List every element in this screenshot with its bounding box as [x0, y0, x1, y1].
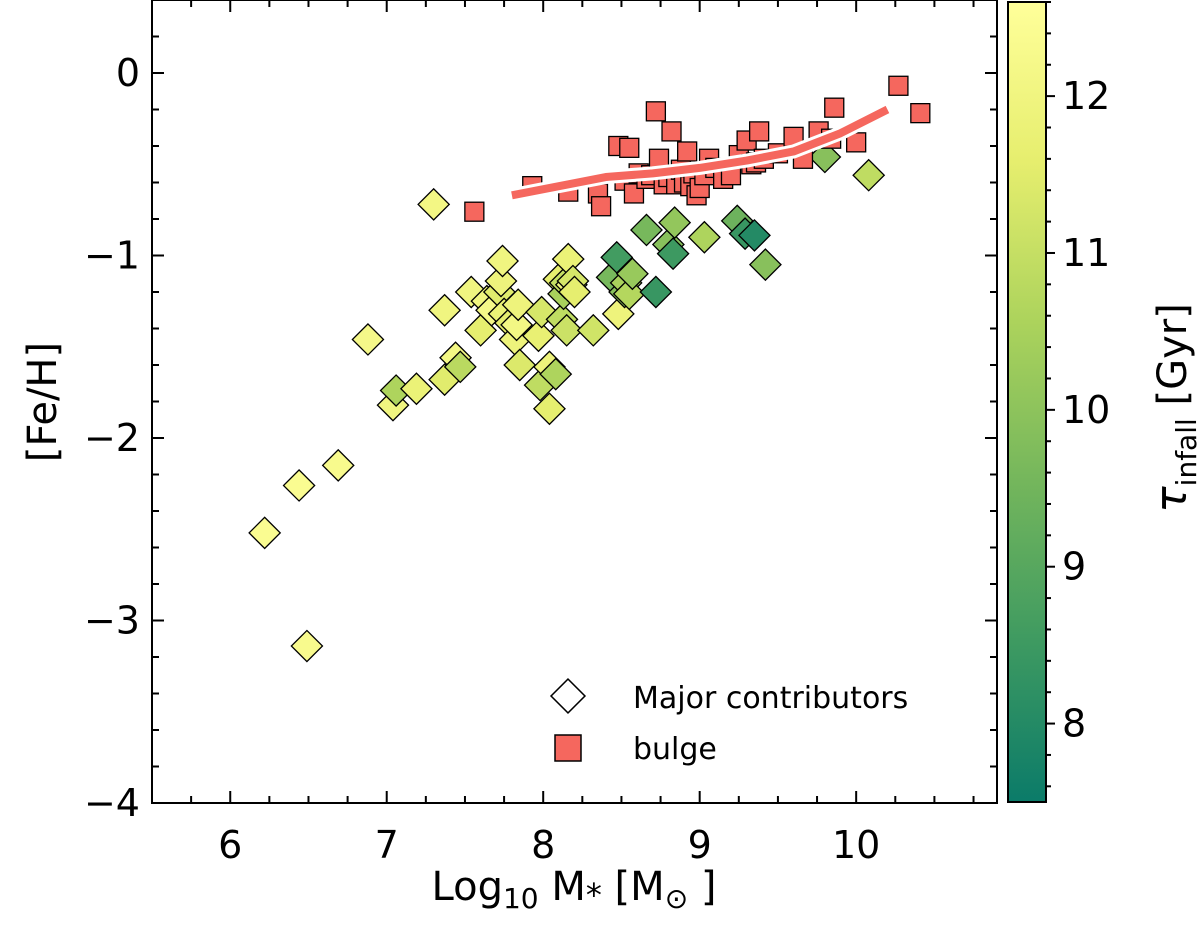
major-contributor-point — [351, 322, 385, 356]
major-contributor-point — [484, 264, 518, 298]
major-contributor-point — [399, 372, 433, 406]
major-contributor-point — [656, 237, 690, 271]
major-contributor-point — [486, 244, 519, 278]
y-tick-label: −2 — [84, 416, 140, 460]
x-tick-label: 8 — [531, 823, 555, 867]
plot-area — [248, 75, 931, 663]
major-contributor-point — [522, 319, 555, 353]
axis-ticks: 6 7 8 9 10 −4 −3 −2 −1 0 — [84, 0, 997, 867]
bulge-point — [910, 103, 931, 124]
legend-label-bulge: bulge — [633, 732, 717, 767]
major-contributor-point — [290, 629, 324, 663]
major-contributor-point — [852, 158, 886, 192]
major-contributor-point — [612, 277, 646, 311]
colorbar-tick-label: 9 — [1062, 545, 1086, 589]
x-tick-label: 10 — [832, 823, 880, 867]
major-contributor-point — [379, 374, 413, 408]
colorbar-tick-label: 8 — [1062, 702, 1086, 746]
major-contributor-point — [558, 275, 591, 309]
major-contributor-point — [503, 348, 537, 382]
major-contributor-point — [550, 313, 584, 347]
major-contributor-point — [551, 242, 585, 276]
major-contributor-point — [658, 206, 692, 240]
major-contributor-point — [737, 218, 771, 252]
major-contributor-point — [748, 248, 782, 282]
bulge-trend-line — [511, 105, 890, 200]
major-contributor-point — [539, 357, 573, 391]
colorbar-tick-label: 11 — [1062, 231, 1110, 275]
colorbar — [1007, 1, 1047, 803]
x-axis-label: Log10 M* [M⊙ ] — [432, 864, 717, 915]
x-tick-label: 7 — [375, 823, 399, 867]
bulge-point — [464, 201, 485, 222]
bulge-point — [645, 101, 667, 122]
bulge-point — [661, 121, 682, 142]
y-axis-label: [Fe/H] — [20, 342, 66, 462]
major-contributor-point — [321, 448, 355, 482]
colorbar-ticks: 8 9 10 11 12 — [1046, 1, 1110, 788]
legend-marker-diamond — [549, 677, 587, 715]
y-tick-label: −4 — [84, 781, 140, 825]
bulge-point — [590, 196, 612, 217]
bulge-point — [888, 75, 909, 96]
y-tick-label: −1 — [84, 234, 140, 278]
major-contributor-point — [687, 220, 721, 254]
major-contributor-point — [443, 350, 477, 384]
colorbar-label: τinfall [Gyr] — [1146, 303, 1200, 513]
legend-label-major: Major contributors — [633, 681, 908, 716]
plot-frame — [151, 0, 998, 804]
major-contributor-point — [282, 468, 316, 502]
bulge-point — [824, 97, 845, 118]
x-tick-label: 9 — [688, 823, 712, 867]
major-contributor-point — [532, 392, 566, 426]
bulge-point — [677, 141, 698, 162]
major-contributor-point — [600, 240, 634, 274]
major-contributor-point — [428, 293, 462, 327]
major-contributor-point — [248, 516, 282, 550]
major-contributor-point — [615, 257, 649, 291]
major-contributor-point — [639, 275, 673, 309]
major-contributor-point — [630, 213, 663, 247]
y-tick-label: 0 — [116, 51, 140, 95]
bulge-point — [748, 121, 770, 142]
major-contributor-point — [576, 313, 610, 347]
major-contributor-point — [500, 308, 534, 342]
legend-marker-square — [554, 734, 582, 762]
legend: Major contributors bulge — [549, 677, 908, 767]
bulge-point — [619, 137, 640, 158]
x-tick-label: 6 — [218, 823, 242, 867]
major-contributor-point — [417, 187, 451, 221]
colorbar-tick-label: 12 — [1062, 74, 1110, 118]
colorbar-tick-label: 10 — [1062, 388, 1110, 432]
y-tick-label: −3 — [84, 599, 140, 643]
